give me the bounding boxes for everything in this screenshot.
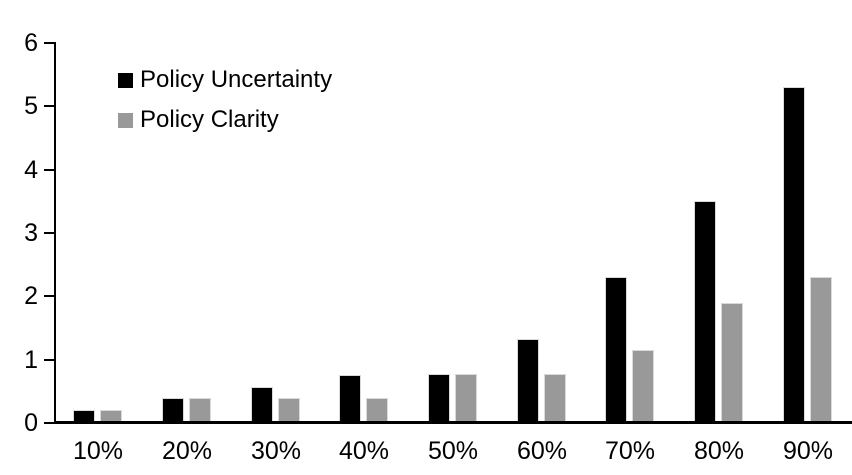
policy-uncertainty-swatch-icon <box>118 72 133 88</box>
y-tick-label-5: 5 <box>24 92 38 121</box>
legend-item-policy-uncertainty: Policy Uncertainty <box>118 64 332 96</box>
legend-label-policy-uncertainty: Policy Uncertainty <box>140 66 333 93</box>
bar-policy-uncertainty-80% <box>694 201 716 423</box>
bar-policy-uncertainty-90% <box>783 87 805 423</box>
x-tick-label-80%: 80% <box>693 437 745 465</box>
x-tick-label-40%: 40% <box>338 437 390 465</box>
bar-policy-clarity-80% <box>721 303 743 423</box>
x-tick-label-70%: 70% <box>604 437 656 465</box>
policy-clarity-swatch-icon <box>118 112 133 128</box>
bar-policy-clarity-60% <box>544 374 566 423</box>
y-tick-label-1: 1 <box>24 345 38 374</box>
bar-policy-clarity-10% <box>100 410 122 423</box>
y-tick-label-6: 6 <box>24 29 38 57</box>
y-tick-label-0: 0 <box>24 409 38 437</box>
bar-policy-uncertainty-20% <box>162 398 184 423</box>
y-tick-mark-3 <box>44 232 54 234</box>
y-tick-mark-1 <box>44 358 54 361</box>
y-tick-mark-2 <box>44 295 54 298</box>
legend-item-policy-clarity: Policy Clarity <box>118 104 332 136</box>
bar-policy-clarity-40% <box>366 398 388 423</box>
bar-policy-clarity-50% <box>455 374 477 423</box>
x-tick-label-60%: 60% <box>516 437 568 465</box>
y-tick-label-2: 2 <box>24 282 38 311</box>
bar-policy-uncertainty-50% <box>428 374 450 423</box>
y-tick-mark-6 <box>44 42 54 44</box>
x-tick-label-20%: 20% <box>161 437 213 465</box>
y-tick-label-4: 4 <box>24 155 38 184</box>
legend: Policy Uncertainty Policy Clarity <box>118 64 332 144</box>
y-tick-mark-4 <box>44 168 54 171</box>
bar-policy-clarity-30% <box>278 398 300 423</box>
bar-policy-clarity-20% <box>189 398 211 423</box>
legend-label-policy-clarity: Policy Clarity <box>140 106 279 133</box>
bar-policy-uncertainty-10% <box>73 410 95 423</box>
bar-policy-uncertainty-70% <box>605 277 627 423</box>
bar-policy-uncertainty-30% <box>251 387 273 423</box>
bar-policy-uncertainty-60% <box>517 339 539 423</box>
x-axis-line <box>54 421 852 424</box>
x-tick-label-50%: 50% <box>427 437 479 465</box>
x-tick-label-10%: 10% <box>72 437 124 465</box>
y-axis-line <box>54 42 56 424</box>
bar-policy-uncertainty-40% <box>339 375 361 423</box>
x-tick-label-30%: 30% <box>250 437 302 465</box>
bar-policy-clarity-90% <box>810 277 832 423</box>
bar-policy-clarity-70% <box>632 350 654 423</box>
y-tick-mark-0 <box>44 422 54 424</box>
y-tick-label-3: 3 <box>24 219 38 247</box>
x-tick-label-90%: 90% <box>782 437 834 465</box>
y-tick-mark-5 <box>44 105 54 108</box>
